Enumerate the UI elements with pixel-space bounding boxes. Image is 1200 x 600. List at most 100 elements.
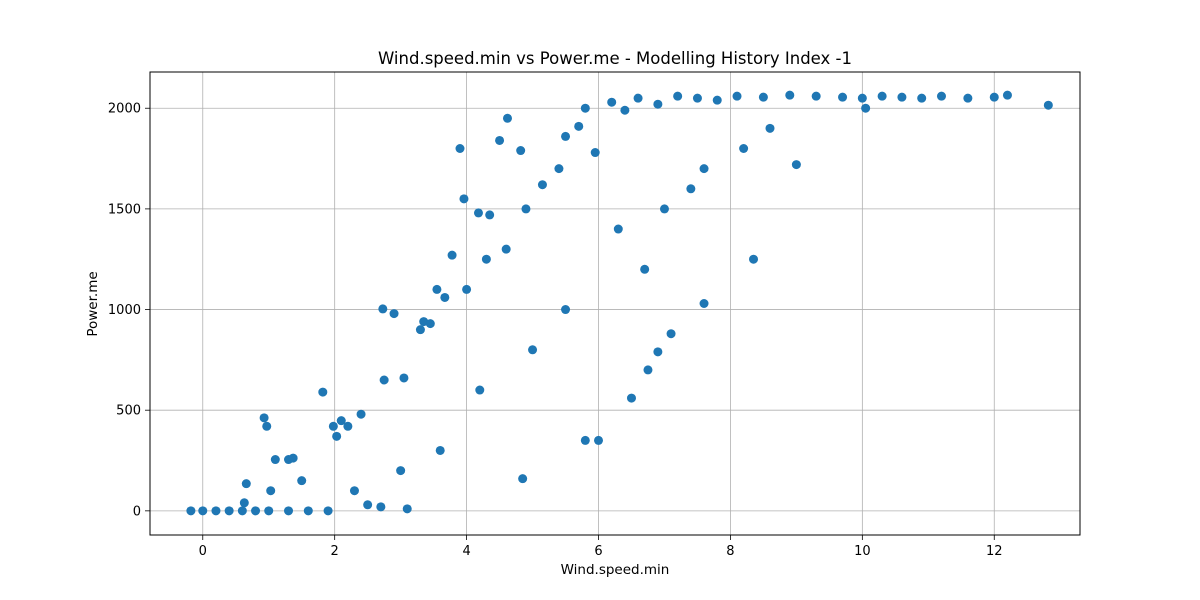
scatter-point [516,146,526,156]
scatter-point [857,93,867,103]
scatter-point [288,453,298,463]
scatter-point [356,409,366,419]
scatter-point [415,325,425,335]
scatter-point [749,254,759,264]
scatter-point [266,486,276,496]
scatter-point [264,506,274,516]
scatter-points [186,90,1053,516]
scatter-point [989,92,999,102]
scatter-point [376,502,386,512]
scatter-point [389,309,399,319]
scatter-point [349,486,359,496]
scatter-point [241,479,251,489]
scatter-point [425,319,435,329]
scatter-point [528,345,538,355]
scatter-point [501,244,511,254]
scatter-point [462,284,472,294]
scatter-point [378,304,388,314]
scatter-point [659,204,669,214]
scatter-point [613,224,623,234]
scatter-point [224,506,234,516]
scatter-point [838,92,848,102]
scatter-point [186,506,196,516]
axis-ticks: 0 2 4 6 8 10 12 0 500 1000 1500 2000 [108,102,1003,559]
scatter-point [653,99,663,109]
x-tick-label: 2 [331,544,339,559]
scatter-point [607,97,617,107]
scatter-point [594,435,604,445]
scatter-point [518,474,528,484]
scatter-point [765,123,775,133]
scatter-point [481,254,491,264]
scatter-point [537,180,547,190]
scatter-point [303,506,313,516]
scatter-point [297,476,307,486]
scatter-point [897,92,907,102]
y-tick-label: 500 [116,404,141,419]
scatter-point [363,500,373,510]
scatter-point [402,504,412,514]
scatter-point [239,498,249,508]
scatter-point [399,373,409,383]
scatter-point [237,506,247,516]
scatter-point [739,143,749,153]
y-tick-label: 0 [133,504,141,519]
scatter-point [580,435,590,445]
scatter-point [561,305,571,315]
scatter-point [521,204,531,214]
scatter-point [440,292,450,302]
x-tick-label: 0 [199,544,207,559]
scatter-point [620,105,630,115]
scatter-point [673,91,683,101]
scatter-point [963,93,973,103]
scatter-point [699,164,709,174]
scatter-point [936,91,946,101]
scatter-point [332,431,342,441]
scatter-point [917,93,927,103]
scatter-point [284,506,294,516]
scatter-point [455,143,465,153]
scatter-point [785,90,795,100]
y-tick-label: 1500 [108,202,141,217]
grid [150,72,1080,535]
scatter-point [686,184,696,194]
scatter-point [643,365,653,375]
scatter-point [1043,100,1053,110]
scatter-point [699,299,709,308]
y-tick-label: 2000 [108,102,141,117]
scatter-point [318,387,328,397]
scatter-point [495,135,505,145]
scatter-point [475,385,485,395]
scatter-point [259,413,269,423]
scatter-point [666,329,676,339]
scatter-point [732,91,742,101]
scatter-point [811,91,821,101]
y-tick-label: 1000 [108,303,141,318]
scatter-point [791,160,801,170]
scatter-point [343,421,353,431]
scatter-point [561,131,571,141]
scatter-point [459,194,469,204]
scatter-point [447,250,457,260]
plot-frame [149,71,1081,536]
x-tick-label: 4 [462,544,470,559]
scatter-point [861,103,871,113]
scatter-point [877,91,887,101]
x-tick-label: 12 [986,544,1003,559]
scatter-point [328,421,338,431]
scatter-point [336,416,346,426]
scatter-point [323,506,333,516]
scatter-point [251,506,261,516]
x-tick-label: 10 [854,544,871,559]
y-axis-label: Power.me [85,271,101,336]
scatter-point [473,208,483,218]
chart-title: Wind.speed.min vs Power.me - Modelling H… [378,49,852,68]
scatter-point [270,455,280,465]
scatter-point [626,393,636,403]
scatter-point [396,466,406,476]
scatter-point [262,421,272,431]
scatter-point [758,92,768,102]
scatter-point [692,93,702,103]
